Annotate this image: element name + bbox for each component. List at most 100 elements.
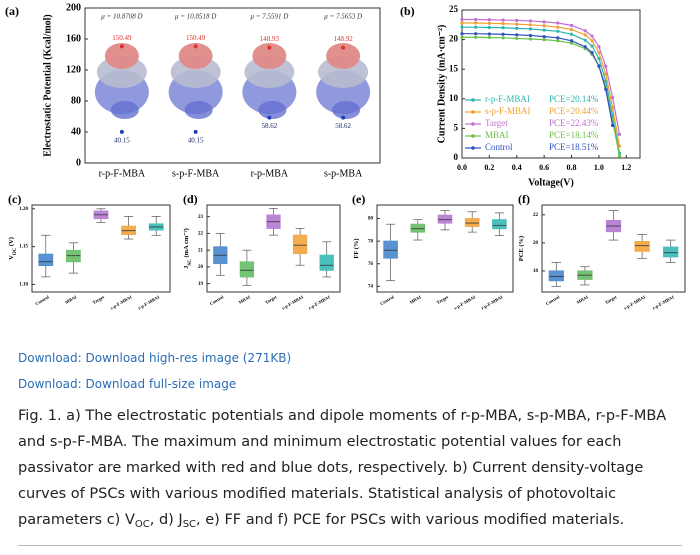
jv-point: [597, 51, 601, 55]
y-tick-label: 25: [449, 4, 459, 14]
min-point: [267, 115, 272, 120]
legend-label: Target: [485, 118, 508, 128]
x-tick-label: r-p-F-MBAI: [480, 294, 503, 310]
surface-upper: [178, 43, 213, 69]
download-link[interactable]: Download: Download full-size image: [18, 377, 237, 391]
jv-point: [556, 29, 560, 33]
box: [663, 246, 679, 258]
y-axis-label: Electrostatic Potential (Kcal/mol): [42, 14, 53, 157]
y-axis-label-part: (V): [8, 237, 15, 248]
legend-marker: [471, 98, 475, 102]
surface-upper: [104, 43, 139, 69]
legend-marker: [471, 122, 475, 126]
min-point: [341, 115, 346, 120]
y-tick-label: 120: [66, 64, 81, 75]
jv-point: [515, 18, 519, 22]
jv-point: [542, 20, 546, 24]
box: [634, 240, 650, 252]
max-value-label: 150.49: [186, 34, 206, 42]
jv-point: [501, 22, 505, 26]
surface-bottom: [110, 101, 139, 119]
x-tick-label: Control: [34, 294, 50, 306]
x-tick-label: s-p-MBA: [324, 168, 363, 179]
box: [38, 253, 54, 267]
legend-pce: PCE=20.14%: [549, 94, 599, 104]
jv-point: [487, 35, 491, 40]
jv-point: [542, 35, 546, 39]
x-tick-label: Target: [604, 294, 618, 305]
y-tick-label: 74: [368, 284, 374, 289]
caption-text: , d) J: [149, 512, 183, 528]
jv-point: [460, 32, 464, 36]
x-tick-label: 0.8: [567, 163, 577, 172]
panel-label: (e): [352, 192, 365, 206]
x-tick-label: Control: [379, 294, 395, 306]
figure-caption: Fig. 1. a) The electrostatic potentials …: [18, 403, 688, 533]
x-tick-label: s-p-F-MBAI: [110, 294, 133, 310]
max-value-label: 150.49: [112, 34, 132, 42]
jv-point: [611, 106, 615, 110]
y-tick-label: 10: [449, 93, 459, 103]
min-value-label: 58.62: [335, 122, 351, 130]
box: [437, 214, 453, 224]
y-tick-label: 0: [76, 157, 81, 168]
y-axis-label-part: PCE (%): [518, 236, 525, 261]
legend-pce: PCE=22.43%: [549, 118, 599, 128]
jv-point: [590, 51, 594, 55]
x-axis-label: Voltage(V): [528, 177, 574, 188]
jv-point: [583, 38, 587, 42]
jv-point: [515, 26, 519, 30]
y-tick-label: 15: [449, 63, 459, 73]
y-axis-label-part: OC: [13, 247, 18, 255]
y-axis-label-part: J: [183, 265, 190, 269]
jv-point: [501, 36, 505, 40]
x-tick-label: r-p-F-MBAI: [308, 294, 331, 310]
min-point: [193, 129, 198, 134]
jv-point: [556, 36, 560, 40]
x-tick-label: s-p-F-MBA: [172, 168, 220, 179]
y-tick-label: 1.15: [19, 245, 28, 250]
x-tick-label: Control: [545, 294, 561, 306]
download-link[interactable]: Download: Download high-res image (271KB…: [18, 351, 292, 365]
jv-curve: [462, 33, 614, 126]
y-axis-label-part: (mA cm⁻²): [183, 228, 190, 259]
box: [492, 219, 507, 230]
plot-frame: [376, 204, 514, 293]
y-tick-label: 200: [66, 2, 81, 13]
y-tick-label: 80: [368, 217, 374, 222]
panel-label: (c): [8, 192, 21, 206]
jv-point: [501, 26, 505, 30]
legend-pce: PCE=18.51%: [549, 142, 599, 152]
box: [292, 234, 308, 255]
jv-point: [474, 17, 478, 22]
y-axis-label-part: FF (%): [353, 238, 360, 258]
x-tick-label: r-p-F-MBAI: [137, 294, 160, 310]
max-point: [119, 44, 124, 49]
legend-label: r-p-F-MBAI: [485, 94, 530, 104]
y-tick-label: 23: [198, 215, 204, 220]
jv-point: [583, 33, 587, 37]
jv-point: [611, 96, 615, 100]
y-tick-label: 22: [533, 213, 539, 218]
box: [383, 240, 398, 259]
jv-point: [515, 33, 519, 37]
surface-bottom: [332, 101, 361, 119]
x-tick-label: MBAI: [238, 294, 251, 305]
plot-frame: [31, 204, 171, 293]
caption-subscript: SC: [182, 519, 197, 530]
dipole-label: μ = 7.5591 D: [250, 13, 288, 21]
x-tick-label: 1.0: [594, 163, 604, 172]
jv-point: [569, 23, 574, 27]
surface-bottom: [258, 101, 287, 119]
jv-point: [528, 33, 533, 38]
box: [239, 261, 255, 278]
y-tick-label: 20: [198, 265, 204, 270]
plot-frame: [206, 204, 341, 293]
min-point: [119, 129, 124, 134]
molecule-surface: [168, 43, 223, 119]
max-point: [193, 44, 198, 49]
box: [410, 223, 426, 233]
y-axis-label: FF (%): [353, 238, 360, 258]
x-tick-label: s-p-F-MBAI: [281, 294, 304, 310]
y-tick-label: 80: [71, 95, 81, 106]
